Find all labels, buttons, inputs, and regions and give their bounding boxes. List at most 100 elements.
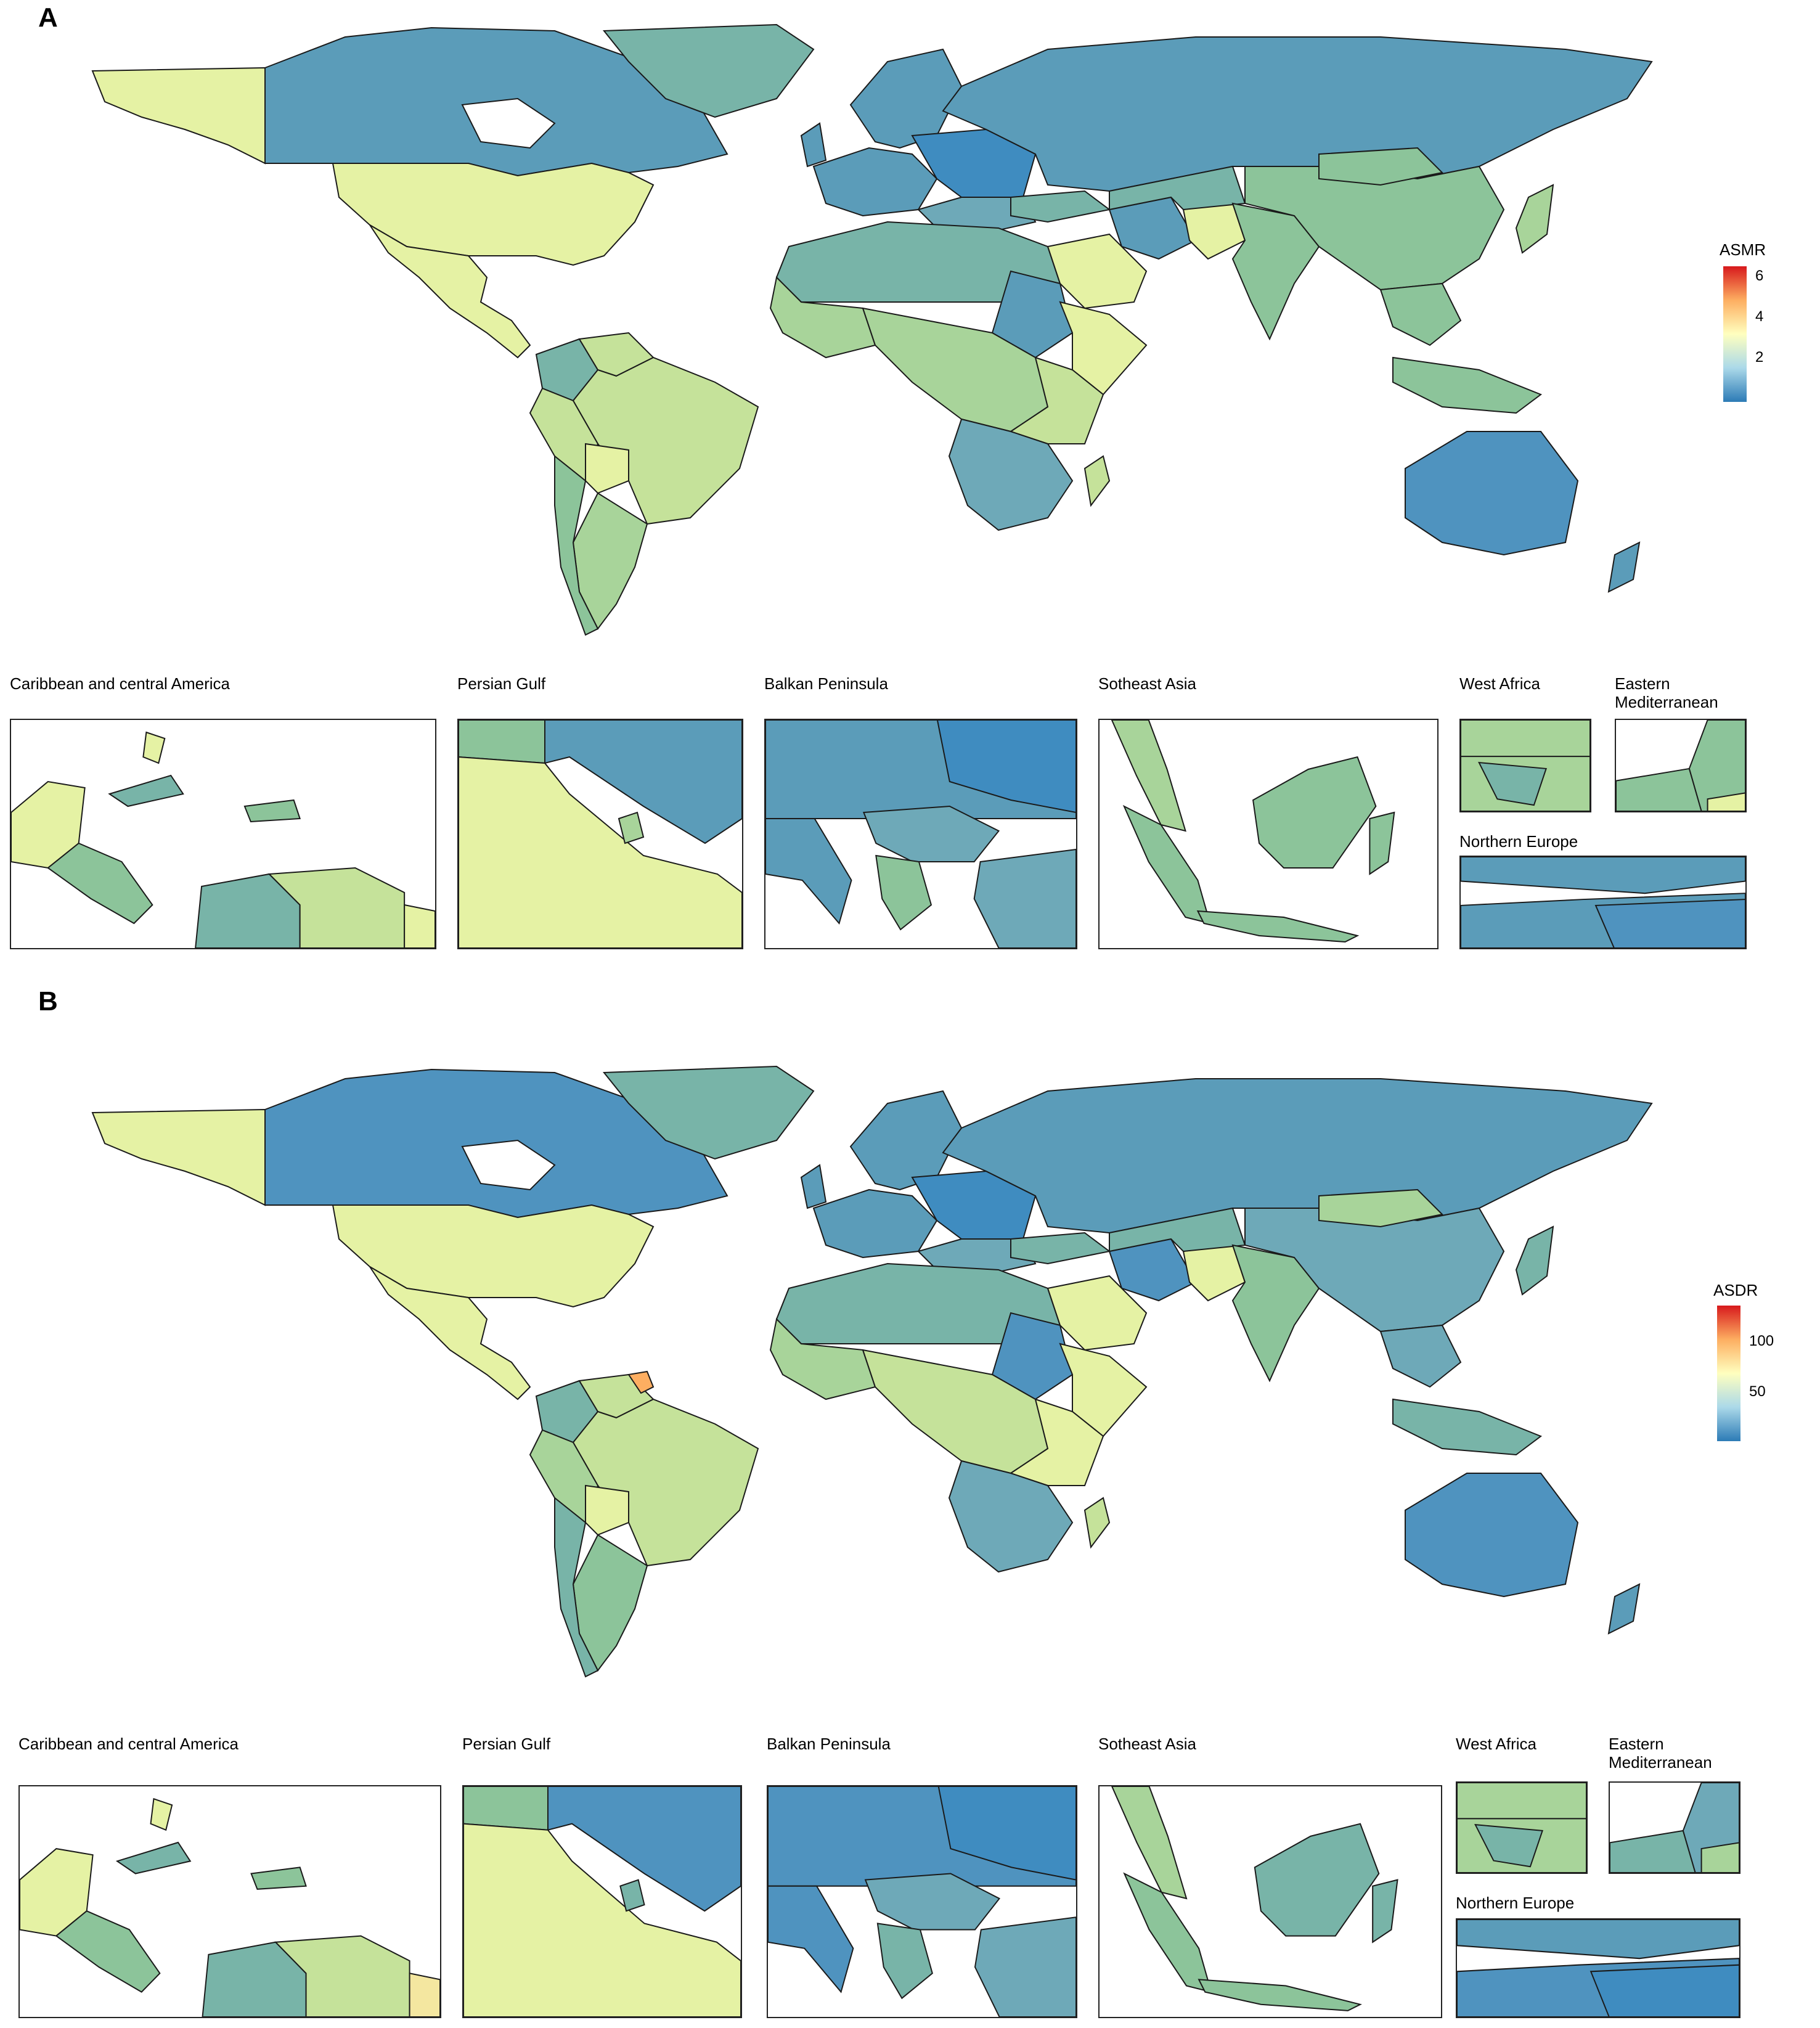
- region-guyana: [627, 1370, 655, 1394]
- inset-persian-gulf: [462, 1785, 742, 2018]
- inset-persian-gulf: [457, 719, 743, 949]
- legend-title: ASMR: [1720, 240, 1766, 259]
- inset-title-northern-europe: Northern Europe: [1459, 832, 1578, 851]
- legend-tick: 50: [1749, 1383, 1766, 1400]
- inset-title-balkan: Balkan Peninsula: [764, 674, 888, 693]
- legend-tick: 100: [1749, 1333, 1774, 1349]
- region-japan: [1515, 1225, 1554, 1296]
- northern-europe-map-icon: [1457, 1920, 1739, 2017]
- region-new-zealand: [1607, 541, 1641, 593]
- inset-title-caribbean: Caribbean and central America: [18, 1735, 239, 1753]
- inset-title-text: Eastern Mediterranean: [1609, 1735, 1712, 1772]
- region-mongolia: [1318, 147, 1444, 186]
- region-indonesia: [1392, 1398, 1543, 1456]
- panel-label: A: [38, 2, 58, 33]
- inset-caribbean: [18, 1785, 441, 2018]
- region-alaska: [91, 1108, 266, 1206]
- region-bolivia: [585, 1484, 629, 1536]
- inset-balkan: [764, 719, 1077, 949]
- world-map-asmr: [91, 23, 1653, 636]
- region-saudi-arabia: [1047, 1275, 1148, 1351]
- region-greenland: [602, 1065, 815, 1160]
- legend-asdr: ASDR 100 50: [1713, 1281, 1793, 1460]
- balkan-map-icon: [765, 720, 1076, 948]
- region-sudan: [991, 270, 1074, 359]
- region-greenland: [602, 23, 815, 118]
- inset-title-text: Eastern Mediterranean: [1615, 674, 1718, 711]
- inset-title-caribbean: Caribbean and central America: [10, 674, 230, 693]
- region-east-africa: [1009, 1398, 1104, 1486]
- region-southern-africa: [948, 1460, 1074, 1573]
- caribbean-map-icon: [20, 1797, 440, 2017]
- region-west-africa: [769, 276, 876, 359]
- panel-label: B: [38, 986, 58, 1016]
- region-southern-africa: [948, 418, 1074, 531]
- region-east-africa: [1009, 356, 1104, 444]
- region-indonesia: [1392, 356, 1543, 414]
- panel-a: A: [0, 0, 1820, 962]
- region-japan: [1515, 184, 1554, 254]
- region-usa: [332, 1204, 655, 1308]
- region-uk: [800, 122, 827, 168]
- color-scale-bar: [1717, 1306, 1740, 1441]
- region-australia: [1405, 431, 1579, 556]
- inset-title-west-africa: West Africa: [1459, 674, 1541, 693]
- region-chile: [554, 454, 599, 636]
- legend-title: ASDR: [1713, 1281, 1758, 1299]
- region-new-zealand: [1607, 1583, 1641, 1635]
- inset-northern-europe: [1459, 856, 1747, 949]
- region-southeast-asia: [1379, 1324, 1462, 1388]
- inset-southeast-asia: [1098, 1785, 1442, 2018]
- inset-title-balkan: Balkan Peninsula: [767, 1735, 891, 1753]
- region-western-europe: [812, 147, 938, 217]
- inset-title-west-africa: West Africa: [1456, 1735, 1537, 1753]
- legend-tick: 4: [1755, 308, 1764, 325]
- west-africa-map-icon: [1457, 1783, 1586, 1873]
- region-brazil: [572, 356, 759, 525]
- region-bolivia: [585, 443, 629, 494]
- inset-west-africa: [1459, 719, 1591, 812]
- region-mexico: [369, 224, 531, 359]
- region-turkey: [1010, 1232, 1111, 1265]
- region-mongolia: [1318, 1188, 1444, 1228]
- inset-title-persian-gulf: Persian Gulf: [457, 674, 546, 693]
- region-saudi-arabia: [1047, 233, 1148, 309]
- legend-asmr: ASMR 6 4 2: [1720, 240, 1793, 407]
- inset-title-eastern-mediterranean: Eastern Mediterranean: [1609, 1735, 1712, 1772]
- region-uk: [800, 1164, 827, 1209]
- region-sudan: [991, 1312, 1074, 1400]
- persian-gulf-map-icon: [463, 1786, 741, 2017]
- inset-title-eastern-mediterranean: Eastern Mediterranean: [1615, 674, 1718, 711]
- inset-southeast-asia: [1098, 719, 1438, 949]
- inset-title-southeast-asia: Sotheast Asia: [1098, 1735, 1196, 1753]
- southeast-asia-map-icon: [1111, 720, 1395, 943]
- region-brazil: [572, 1398, 759, 1567]
- inset-title-persian-gulf: Persian Gulf: [462, 1735, 551, 1753]
- color-scale-bar: [1723, 266, 1747, 402]
- world-map-asdr: [91, 1065, 1653, 1678]
- inset-caribbean: [10, 719, 436, 949]
- region-chile: [554, 1496, 599, 1678]
- region-usa: [332, 162, 655, 266]
- caribbean-map-icon: [11, 731, 435, 948]
- panel-b: B: [0, 986, 1820, 2028]
- inset-west-africa: [1456, 1781, 1588, 1874]
- legend-tick: 6: [1755, 268, 1764, 284]
- region-west-africa: [769, 1317, 876, 1400]
- eastern-mediterranean-map-icon: [1616, 720, 1745, 811]
- legend-tick: 2: [1755, 349, 1764, 366]
- region-australia: [1405, 1473, 1579, 1598]
- inset-balkan: [767, 1785, 1077, 2018]
- region-madagascar: [1083, 455, 1111, 507]
- west-africa-map-icon: [1461, 720, 1590, 811]
- inset-eastern-mediterranean: [1615, 719, 1747, 812]
- region-western-europe: [812, 1188, 938, 1259]
- region-mexico: [369, 1266, 531, 1400]
- region-madagascar: [1083, 1497, 1111, 1549]
- northern-europe-map-icon: [1461, 857, 1745, 948]
- region-central-asia: [1109, 1207, 1246, 1253]
- inset-title-southeast-asia: Sotheast Asia: [1098, 674, 1196, 693]
- region-central-asia: [1109, 165, 1246, 211]
- persian-gulf-map-icon: [459, 720, 742, 948]
- southeast-asia-map-icon: [1111, 1786, 1398, 2011]
